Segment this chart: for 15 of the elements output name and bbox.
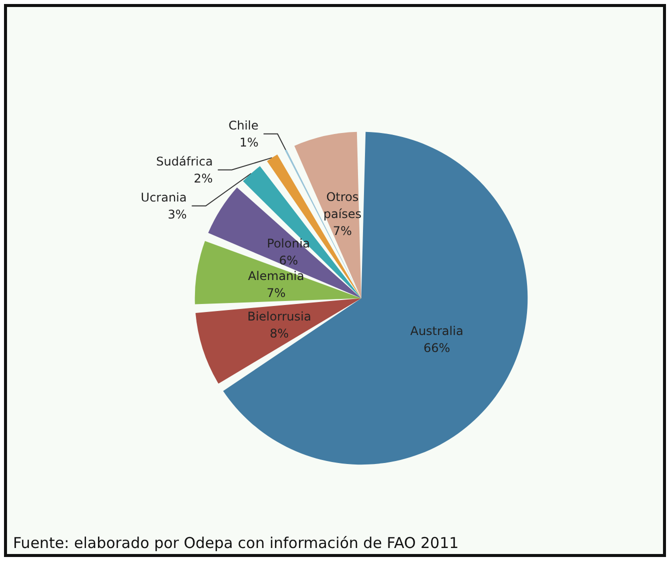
slice-label: Sudáfrica: [156, 154, 213, 168]
slice-label: Australia: [410, 324, 464, 338]
data-label: 1%: [239, 135, 259, 150]
slice-label: Bielorrusia: [247, 309, 312, 324]
data-label: 6%: [278, 254, 298, 268]
source-note: Fuente: elaborado por Odepa con información de FAO 2011: [13, 534, 459, 552]
slice-label: Alemania: [248, 269, 304, 284]
data-label: 2%: [194, 171, 213, 186]
data-label: 8%: [270, 326, 289, 340]
data-label: 3%: [168, 207, 187, 222]
slice-label: Chile: [228, 118, 259, 132]
slice-label: Ucrania: [140, 190, 187, 204]
data-label: 7%: [266, 286, 286, 300]
data-label: 66%: [423, 341, 450, 356]
data-label: 7%: [332, 224, 352, 238]
